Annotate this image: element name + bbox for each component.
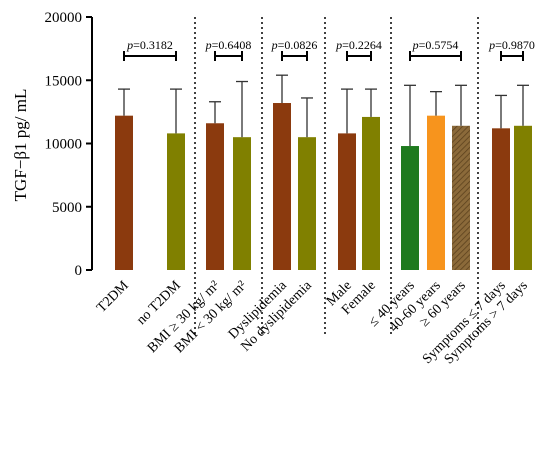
p-symbol: p (335, 38, 342, 52)
bar (452, 125, 470, 270)
bar (338, 133, 356, 270)
p-symbol: p (412, 38, 419, 52)
p-symbol: p (488, 38, 495, 52)
p-symbol: p (271, 38, 278, 52)
y-tick-label: 10000 (45, 137, 83, 153)
p-symbol: p (205, 38, 212, 52)
p-value-text: =0.3182 (133, 38, 173, 52)
bar (273, 103, 291, 271)
p-value-text: =0.0826 (278, 38, 318, 52)
bar (401, 146, 419, 270)
bar (298, 137, 316, 270)
p-value-label: p=0.6408 (205, 38, 252, 52)
y-axis: 0 5000 10000 15000 20000 (45, 10, 479, 334)
bar (362, 116, 380, 270)
bar (115, 115, 133, 270)
category-label: T2DM (94, 278, 132, 316)
bar (492, 128, 510, 270)
bar (233, 137, 251, 270)
y-tick-label: 20000 (45, 10, 83, 26)
bar (427, 115, 445, 270)
p-value-text: =0.9870 (495, 38, 535, 52)
bars-layer (115, 74, 532, 271)
y-axis-label: TGF−β1 pg/ mL (11, 89, 30, 202)
bar (167, 133, 185, 270)
p-value-text: =0.2264 (342, 38, 382, 52)
p-symbol: p (126, 38, 133, 52)
bar (206, 123, 224, 270)
y-tick-label: 0 (75, 263, 83, 279)
p-value-text: =0.6408 (212, 38, 252, 52)
p-value-annotations: p=0.3182 p=0.6408 p=0.0826 p=0.2264 p=0.5754… (123, 38, 535, 61)
y-tick-label: 15000 (45, 73, 83, 89)
p-value-label: p=0.5754 (412, 38, 459, 52)
p-value-label: p=0.3182 (126, 38, 173, 52)
bar (514, 125, 532, 270)
p-value-label: p=0.9870 (488, 38, 535, 52)
p-value-label: p=0.2264 (335, 38, 382, 52)
p-value-label: p=0.0826 (271, 38, 318, 52)
y-tick-label: 5000 (52, 200, 82, 216)
p-value-text: =0.5754 (419, 38, 459, 52)
